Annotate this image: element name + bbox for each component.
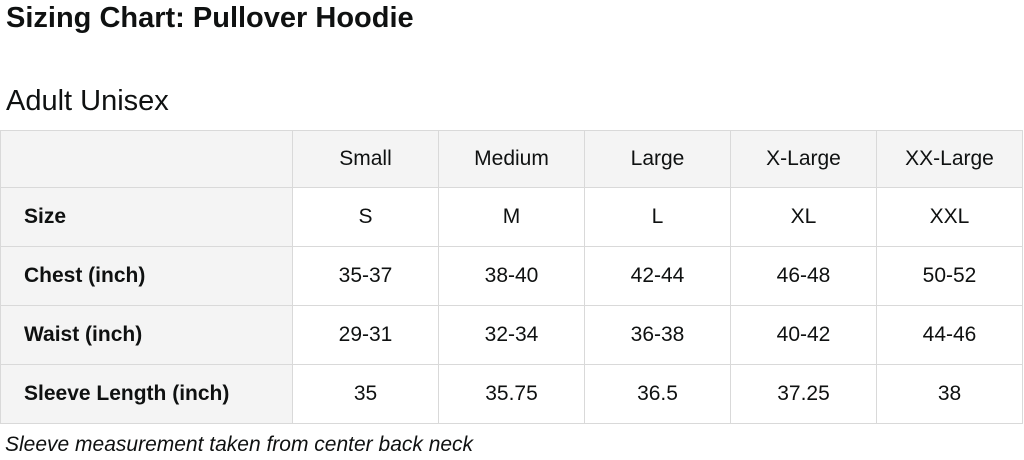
table-cell: 37.25 xyxy=(730,364,877,424)
column-header-large: Large xyxy=(584,130,731,188)
column-header-small: Small xyxy=(292,130,439,188)
table-row-size: Size S M L XL XXL xyxy=(0,187,1023,247)
row-label-waist: Waist (inch) xyxy=(0,305,293,365)
table-cell: 38-40 xyxy=(438,246,585,306)
sleeve-measurement-footnote: Sleeve measurement taken from center bac… xyxy=(5,433,474,456)
table-row-chest: Chest (inch) 35-37 38-40 42-44 46-48 50-… xyxy=(0,246,1023,306)
table-cell: 35.75 xyxy=(438,364,585,424)
table-cell: 35-37 xyxy=(292,246,439,306)
table-cell: 38 xyxy=(876,364,1023,424)
table-cell: 50-52 xyxy=(876,246,1023,306)
row-label-size: Size xyxy=(0,187,293,247)
table-cell: XXL xyxy=(876,187,1023,247)
table-cell: 36-38 xyxy=(584,305,731,365)
column-header-x-large: X-Large xyxy=(730,130,877,188)
table-cell: 40-42 xyxy=(730,305,877,365)
row-label-chest: Chest (inch) xyxy=(0,246,293,306)
column-header-xx-large: XX-Large xyxy=(876,130,1023,188)
sizing-table: Small Medium Large X-Large XX-Large Size… xyxy=(0,130,1023,424)
table-cell: 44-46 xyxy=(876,305,1023,365)
section-title: Adult Unisex xyxy=(6,85,169,117)
table-cell: 36.5 xyxy=(584,364,731,424)
table-cell: 46-48 xyxy=(730,246,877,306)
table-cell: 35 xyxy=(292,364,439,424)
table-row-sleeve-length: Sleeve Length (inch) 35 35.75 36.5 37.25… xyxy=(0,364,1023,424)
table-cell: 32-34 xyxy=(438,305,585,365)
column-header-medium: Medium xyxy=(438,130,585,188)
table-cell: S xyxy=(292,187,439,247)
table-cell: XL xyxy=(730,187,877,247)
page-title: Sizing Chart: Pullover Hoodie xyxy=(6,2,414,34)
table-row-waist: Waist (inch) 29-31 32-34 36-38 40-42 44-… xyxy=(0,305,1023,365)
table-cell: L xyxy=(584,187,731,247)
table-cell: 42-44 xyxy=(584,246,731,306)
row-label-sleeve-length: Sleeve Length (inch) xyxy=(0,364,293,424)
table-cell: M xyxy=(438,187,585,247)
table-cell: 29-31 xyxy=(292,305,439,365)
table-header-row: Small Medium Large X-Large XX-Large xyxy=(0,130,1023,188)
corner-header-cell xyxy=(0,130,293,188)
